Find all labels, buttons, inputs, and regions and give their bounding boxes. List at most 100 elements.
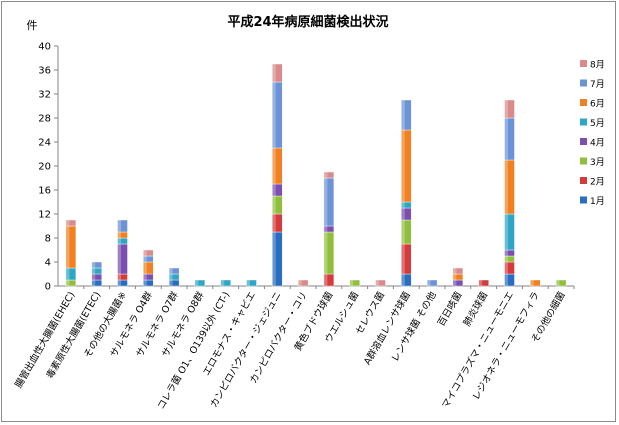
bar-highlight bbox=[504, 250, 508, 256]
bar-segment bbox=[555, 279, 567, 287]
bar-highlight bbox=[117, 220, 121, 232]
legend-swatch bbox=[580, 79, 587, 87]
bar-segment bbox=[65, 219, 77, 227]
legend-swatch bbox=[580, 118, 587, 126]
bar-highlight bbox=[504, 274, 508, 286]
legend-label: 3月 bbox=[590, 157, 605, 168]
legend-label: 7月 bbox=[590, 79, 605, 90]
legend-label: 8月 bbox=[590, 60, 605, 71]
bar-highlight bbox=[143, 262, 147, 274]
bar-highlight bbox=[349, 280, 354, 286]
bar-highlight bbox=[401, 202, 405, 208]
bar-segment bbox=[323, 171, 335, 179]
bar-highlight bbox=[272, 232, 276, 286]
bar-highlight bbox=[504, 118, 508, 160]
bar-segment bbox=[246, 279, 257, 287]
bar-highlight bbox=[91, 268, 96, 274]
bar-highlight bbox=[272, 64, 276, 82]
legend-item: 7月 bbox=[580, 79, 605, 90]
legend-swatch bbox=[580, 99, 587, 106]
legend-item: 2月 bbox=[580, 177, 605, 188]
bar-highlight bbox=[117, 274, 121, 280]
legend-item: 6月 bbox=[580, 99, 605, 110]
chart-title: 平成24年病原細菌検出状況 bbox=[227, 14, 388, 30]
x-category-label: A群溶血レンサ球菌 bbox=[361, 290, 413, 367]
bar-highlight bbox=[143, 250, 147, 256]
bar-highlight bbox=[143, 280, 147, 286]
plot-area: 0481216202428323640腸管出血性大腸菌(EHEC)毒素原性大腸菌… bbox=[13, 42, 575, 412]
bar-highlight bbox=[246, 280, 250, 286]
bar-highlight bbox=[220, 280, 225, 286]
bar-highlight bbox=[272, 148, 276, 184]
bar-highlight bbox=[504, 160, 508, 214]
bar-highlight bbox=[401, 208, 405, 220]
bar-highlight bbox=[452, 268, 457, 274]
bar-segment bbox=[504, 99, 515, 119]
bar-highlight bbox=[117, 244, 121, 274]
bar-segment bbox=[478, 279, 489, 287]
bar-highlight bbox=[169, 268, 173, 274]
y-axis-unit: 件 bbox=[27, 19, 38, 32]
bar-segment bbox=[452, 267, 464, 275]
bar-highlight bbox=[143, 274, 147, 280]
bar-highlight bbox=[169, 280, 173, 286]
legend-item: 8月 bbox=[580, 60, 605, 71]
bar-highlight bbox=[91, 280, 96, 286]
legend-swatch bbox=[580, 196, 587, 204]
y-tick-label: 20 bbox=[38, 162, 51, 173]
legend-label: 2月 bbox=[590, 177, 605, 188]
bar-segment bbox=[401, 99, 412, 131]
bar-highlight bbox=[401, 220, 405, 244]
bar-highlight bbox=[504, 214, 508, 250]
bar-highlight bbox=[427, 280, 431, 286]
legend: 8月 7月 6月 5月 4月 3月 2月 1月 bbox=[580, 60, 605, 207]
bar-highlight bbox=[323, 274, 328, 286]
bar-highlight bbox=[504, 256, 508, 262]
bar-highlight bbox=[65, 268, 70, 280]
x-category-label: 肺炎球菌 bbox=[461, 290, 490, 329]
bar-segment bbox=[426, 279, 438, 287]
legend-item: 4月 bbox=[580, 138, 605, 149]
y-tick-label: 32 bbox=[38, 90, 51, 101]
y-tick-label: 16 bbox=[38, 186, 51, 197]
bar-highlight bbox=[401, 274, 405, 286]
bar-highlight bbox=[530, 280, 534, 286]
y-tick-label: 8 bbox=[45, 234, 51, 245]
bar-highlight bbox=[556, 280, 560, 286]
y-tick-label: 36 bbox=[38, 66, 51, 77]
bar-highlight bbox=[272, 214, 276, 232]
bar-highlight bbox=[91, 274, 96, 280]
bar-highlight bbox=[504, 262, 508, 274]
bar-segment bbox=[220, 279, 231, 287]
bar-highlight bbox=[272, 196, 276, 214]
y-tick-label: 12 bbox=[38, 210, 51, 221]
bar-highlight bbox=[65, 226, 70, 268]
bar-segment bbox=[349, 279, 360, 287]
bar-highlight bbox=[323, 178, 328, 226]
bar-highlight bbox=[117, 280, 121, 286]
legend-label: 1月 bbox=[590, 196, 605, 207]
bar-highlight bbox=[91, 262, 96, 268]
legend-swatch bbox=[580, 177, 587, 184]
bar-segment bbox=[375, 279, 386, 287]
y-tick-label: 0 bbox=[45, 282, 51, 293]
bar-segment bbox=[143, 249, 154, 257]
bar-segment bbox=[91, 261, 102, 269]
bar-highlight bbox=[272, 82, 276, 148]
bar-highlight bbox=[65, 280, 70, 286]
bar-highlight bbox=[478, 280, 483, 286]
bar-highlight bbox=[194, 280, 199, 286]
bar-highlight bbox=[272, 184, 276, 196]
bar-highlight bbox=[452, 280, 457, 286]
bar-highlight bbox=[323, 172, 328, 178]
bar-segment bbox=[168, 267, 180, 275]
bar-highlight bbox=[117, 238, 121, 244]
legend-swatch bbox=[580, 60, 587, 67]
bar-segment bbox=[272, 63, 283, 83]
y-tick-label: 24 bbox=[38, 138, 51, 149]
bar-highlight bbox=[143, 256, 147, 262]
bar-highlight bbox=[323, 232, 328, 274]
x-category-label: 百日咳菌 bbox=[435, 290, 464, 329]
